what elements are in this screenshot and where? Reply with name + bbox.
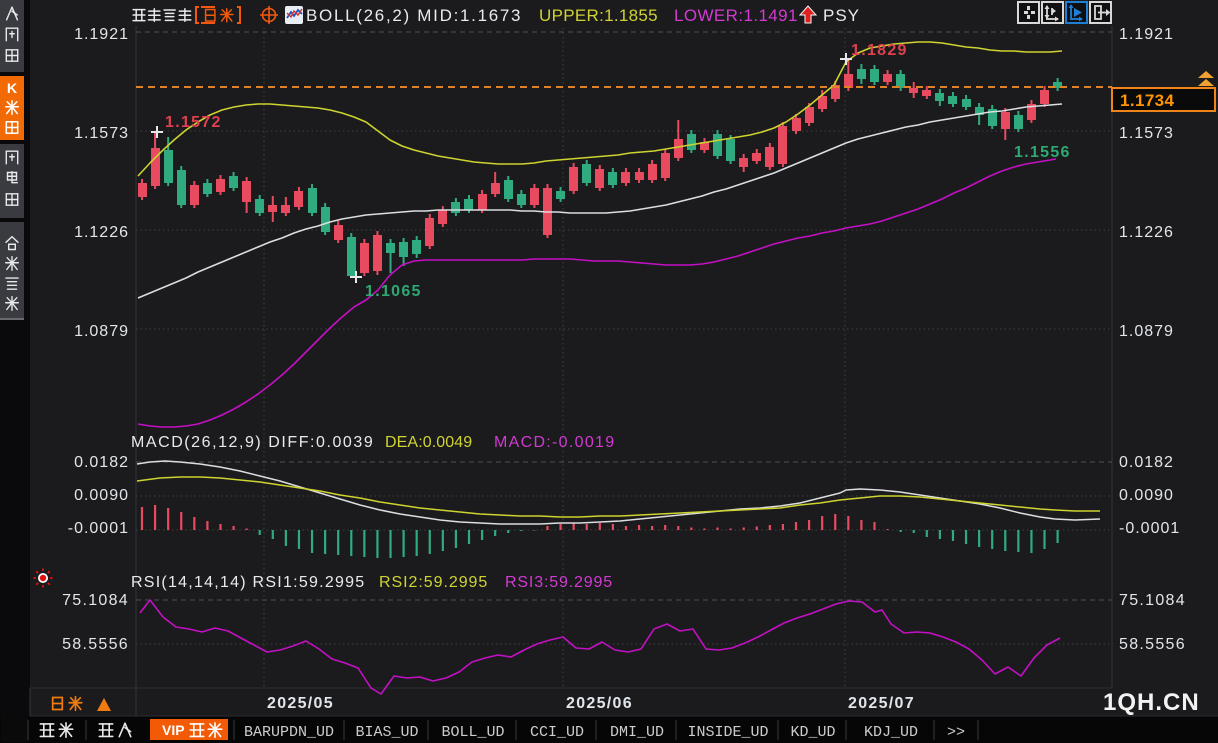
svg-text:1.1065: 1.1065 — [365, 283, 422, 300]
svg-text:DMI_UD: DMI_UD — [610, 724, 664, 741]
svg-text:75.1084: 75.1084 — [1119, 592, 1186, 609]
svg-text:>>: >> — [947, 724, 965, 741]
svg-text:0.0182: 0.0182 — [1119, 454, 1174, 471]
svg-text:MACD(26,12,9) DIFF:0.0039: MACD(26,12,9) DIFF:0.0039 — [131, 434, 374, 451]
svg-text:RSI2:59.2995: RSI2:59.2995 — [379, 574, 488, 591]
svg-text:BOLL_UD: BOLL_UD — [441, 724, 504, 741]
svg-text:LOWER:1.1491: LOWER:1.1491 — [674, 6, 798, 25]
svg-text:RSI(14,14,14) RSI1:59.2995: RSI(14,14,14) RSI1:59.2995 — [131, 574, 365, 591]
svg-text:1.1829: 1.1829 — [851, 42, 908, 59]
svg-text:CCI_UD: CCI_UD — [530, 724, 584, 741]
svg-text:DEA:0.0049: DEA:0.0049 — [385, 434, 472, 451]
svg-text:-0.0001: -0.0001 — [1119, 520, 1180, 537]
svg-text:58.5556: 58.5556 — [1119, 636, 1186, 653]
svg-text:VIP: VIP — [162, 722, 185, 738]
svg-text:-0.0001: -0.0001 — [68, 520, 129, 537]
svg-text:1.1734: 1.1734 — [1120, 91, 1175, 110]
svg-text:RSI3:59.2995: RSI3:59.2995 — [505, 574, 613, 591]
svg-text:INSIDE_UD: INSIDE_UD — [687, 724, 768, 741]
svg-text:0.0090: 0.0090 — [1119, 487, 1174, 504]
svg-text:MACD:-0.0019: MACD:-0.0019 — [494, 434, 615, 451]
svg-text:58.5556: 58.5556 — [62, 636, 129, 653]
svg-text:1.0879: 1.0879 — [1119, 323, 1174, 340]
svg-text:BIAS_UD: BIAS_UD — [355, 724, 418, 741]
svg-text:KD_UD: KD_UD — [790, 724, 835, 741]
svg-text:75.1084: 75.1084 — [62, 592, 129, 609]
svg-text:0.0182: 0.0182 — [74, 454, 129, 471]
svg-text:1.1921: 1.1921 — [1119, 26, 1174, 43]
svg-text:0.0090: 0.0090 — [74, 487, 129, 504]
svg-text:1.1573: 1.1573 — [1119, 125, 1174, 142]
svg-text:BOLL(26,2) MID:1.1673: BOLL(26,2) MID:1.1673 — [306, 6, 522, 25]
svg-text:1.1572: 1.1572 — [165, 114, 222, 131]
svg-text:1.1556: 1.1556 — [1014, 144, 1071, 161]
svg-text:2025/06: 2025/06 — [566, 695, 633, 712]
svg-text:K: K — [7, 81, 18, 97]
svg-text:UPPER:1.1855: UPPER:1.1855 — [539, 6, 658, 25]
svg-text:2025/05: 2025/05 — [267, 695, 334, 712]
svg-text:KDJ_UD: KDJ_UD — [864, 724, 918, 741]
svg-text:1.1226: 1.1226 — [1119, 224, 1174, 241]
svg-text:1.1921: 1.1921 — [74, 26, 129, 43]
svg-text:PSY: PSY — [823, 6, 860, 25]
svg-text:BARUPDN_UD: BARUPDN_UD — [244, 724, 334, 741]
svg-text:2025/07: 2025/07 — [848, 695, 915, 712]
svg-text:1.0879: 1.0879 — [74, 323, 129, 340]
svg-text:1QH.CN: 1QH.CN — [1103, 689, 1200, 716]
svg-text:1.1226: 1.1226 — [74, 224, 129, 241]
svg-text:1.1573: 1.1573 — [74, 125, 129, 142]
